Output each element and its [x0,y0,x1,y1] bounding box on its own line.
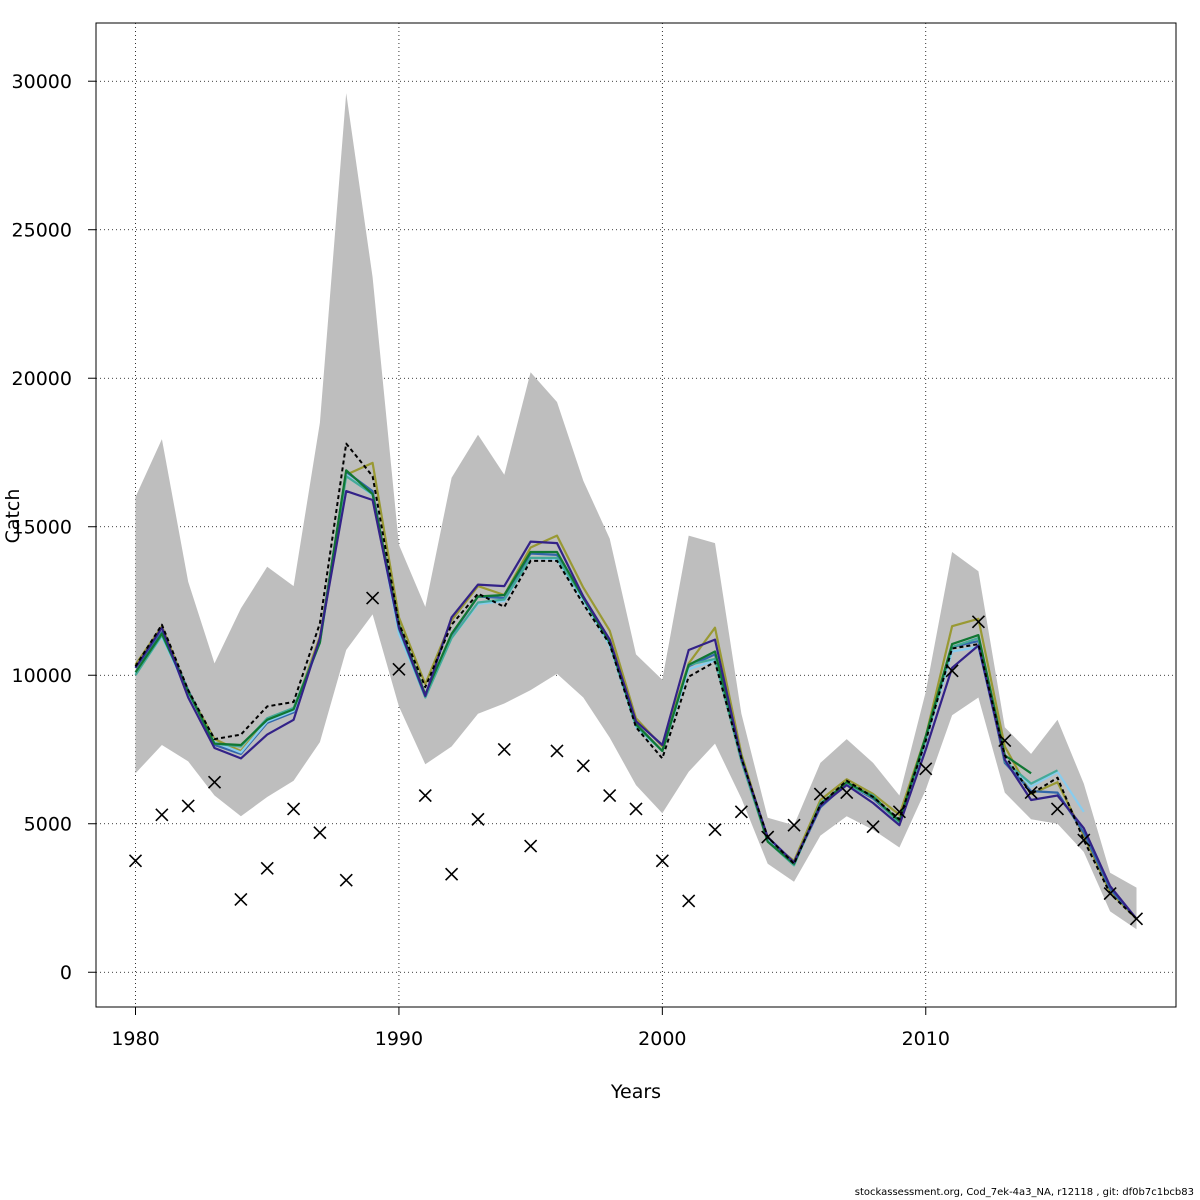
observed-point-1985 [260,861,274,875]
observed-point-1988 [339,873,353,887]
observed-point-1989 [366,591,380,605]
footer-credit: stockassessment.org, Cod_7ek-4a3_NA, r12… [854,1187,1194,1198]
y-tick-label-5000: 5000 [24,814,72,836]
series-line-run-indigo [134,490,1138,920]
observed-point-2000 [655,854,669,868]
y-tick-label-20000: 20000 [12,368,72,390]
observed-point-1998 [603,788,617,803]
y-tick-label-25000: 25000 [12,220,72,242]
observed-point-1980 [128,854,143,868]
observed-point-2012 [971,615,986,629]
observed-point-2017 [1103,886,1117,901]
x-axis-label: Years [610,1081,661,1103]
y-tick-label-10000: 10000 [12,665,72,687]
y-tick-label-15000: 15000 [12,517,72,539]
observed-point-1981 [155,808,169,822]
observed-point-1986 [286,802,301,816]
observed-point-2003 [734,805,748,819]
plot-frame [95,22,1177,1008]
observed-point-2008 [866,820,880,834]
grid-lines [96,23,1176,1007]
observed-point-2005 [787,818,801,832]
x-tick-label-1990: 1990 [375,1028,423,1050]
observed-point-2013 [998,734,1012,748]
observed-point-2011 [945,664,959,678]
observed-point-1982 [181,799,195,813]
observed-point-2010 [919,762,933,776]
observed-point-1997 [576,759,590,773]
confidence-band-layer [135,93,1137,930]
confidence-band [135,93,1137,930]
observed-point-2001 [682,894,696,908]
observed-point-2002 [708,823,722,837]
x-tick-label-1980: 1980 [111,1028,159,1050]
observed-point-1992 [445,867,459,881]
observed-point-1984 [234,892,248,907]
observed-point-2009 [892,805,906,819]
observed-point-1995 [524,839,538,853]
observed-point-1994 [497,742,511,757]
observed-point-2004 [761,830,775,844]
observed-point-1983 [207,775,222,789]
observed-point-2018 [1129,912,1144,926]
series-line-run-black-dashed-final- [134,442,1138,920]
observed-point-2007 [840,785,854,800]
observed-point-2014 [1024,785,1038,800]
observed-point-2015 [1050,802,1065,816]
series-lines-layer [134,442,1138,920]
y-tick-label-0: 0 [60,962,72,984]
y-axis-label: Catch [2,489,24,544]
observed-point-1990 [392,662,406,676]
axes: 1980 1990 2000 2010 0 5000 10000 15000 20000 2500… [12,71,950,1050]
y-tick-label-30000: 30000 [12,71,72,93]
observed-point-1991 [418,788,432,803]
observed-point-1999 [629,802,643,816]
x-tick-label-2000: 2000 [638,1028,686,1050]
x-tick-label-2010: 2010 [902,1028,950,1050]
observed-point-2006 [813,787,827,801]
observed-point-2016 [1077,833,1091,847]
observed-point-1993 [471,812,485,826]
observed-point-1987 [313,826,327,840]
observed-markers-layer [128,591,1144,926]
observed-point-1996 [550,744,564,758]
